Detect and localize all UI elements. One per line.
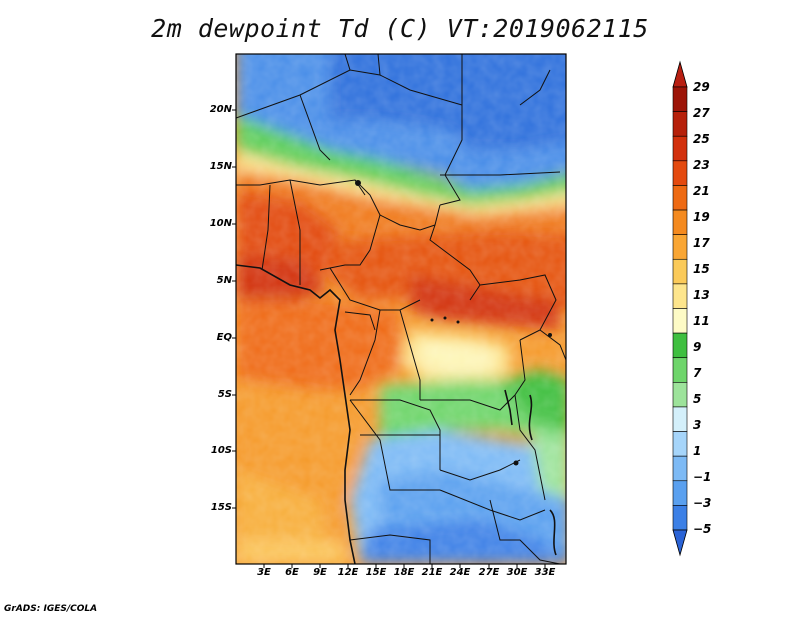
lon-label-21e: 21E: [421, 567, 443, 578]
colorbar-label: 3: [693, 418, 702, 432]
lat-label-eq: EQ: [216, 332, 232, 343]
colorbar-label: −5: [693, 522, 712, 536]
lon-label-9e: 9E: [313, 567, 327, 578]
lon-label-12e: 12E: [337, 567, 359, 578]
colorbar-label: 17: [693, 236, 710, 250]
map-frame: [235, 53, 567, 565]
colorbar-swatch: [672, 111, 688, 137]
colorbar-swatch: [672, 406, 688, 432]
colorbar-label: 5: [693, 392, 702, 406]
lat-label-10s: 10S: [210, 445, 232, 456]
dewpoint-field: [236, 54, 566, 564]
lon-label-3e: 3E: [257, 567, 271, 578]
chart-title: 2m dewpoint Td (C) VT:2019062115: [151, 14, 649, 43]
colorbar-label: 9: [693, 340, 702, 354]
lon-label-6e: 6E: [285, 567, 299, 578]
lon-label-27e: 27E: [478, 567, 500, 578]
lat-label-5n: 5N: [216, 275, 232, 286]
colorbar-swatch: [672, 455, 688, 482]
colorbar-label: 7: [693, 366, 702, 380]
lat-label-20n: 20N: [209, 104, 232, 115]
colorbar-swatch: [672, 160, 688, 186]
country-borders: [236, 54, 566, 564]
colorbar-swatch: [672, 234, 688, 260]
lon-label-30e: 30E: [506, 567, 528, 578]
colorbar-swatch: [672, 135, 688, 162]
colorbar-swatch: [672, 86, 688, 112]
colorbar-label: 11: [693, 314, 710, 328]
colorbar-swatch: [672, 431, 688, 457]
colorbar-swatch: [672, 185, 688, 211]
footer-credit: GrADS: IGES/COLA: [4, 604, 98, 614]
colorbar-swatch: [672, 332, 688, 359]
colorbar-label: 21: [693, 184, 710, 198]
colorbar-label: 23: [693, 158, 710, 172]
colorbar-swatch: [672, 209, 688, 235]
colorbar-swatch: [672, 357, 688, 383]
colorbar-label: 27: [693, 106, 710, 120]
colorbar-swatch: [672, 308, 688, 334]
colorbar-cap-top: [672, 60, 688, 88]
colorbar-swatch: [672, 480, 688, 506]
lat-label-5s: 5S: [217, 389, 232, 400]
lon-label-15e: 15E: [365, 567, 387, 578]
colorbar-label: 25: [693, 132, 710, 146]
colorbar-label: −1: [693, 470, 712, 484]
colorbar-label: 13: [693, 288, 710, 302]
colorbar-label: 15: [693, 262, 710, 276]
lat-label-15n: 15N: [209, 161, 232, 172]
colorbar-swatch: [672, 382, 688, 408]
colorbar-swatch: [672, 258, 688, 285]
lon-label-18e: 18E: [393, 567, 415, 578]
lon-label-24e: 24E: [449, 567, 471, 578]
colorbar-label: 1: [693, 444, 702, 458]
lat-label-10n: 10N: [209, 218, 232, 229]
lon-label-33e: 33E: [534, 567, 556, 578]
colorbar-swatch: [672, 283, 688, 309]
colorbar: [672, 60, 688, 557]
colorbar-label: 29: [693, 80, 710, 94]
colorbar-label: 19: [693, 210, 710, 224]
lat-label-15s: 15S: [210, 502, 232, 513]
colorbar-swatch: [672, 505, 688, 531]
colorbar-cap-bottom: [672, 529, 688, 557]
colorbar-label: −3: [693, 496, 712, 510]
